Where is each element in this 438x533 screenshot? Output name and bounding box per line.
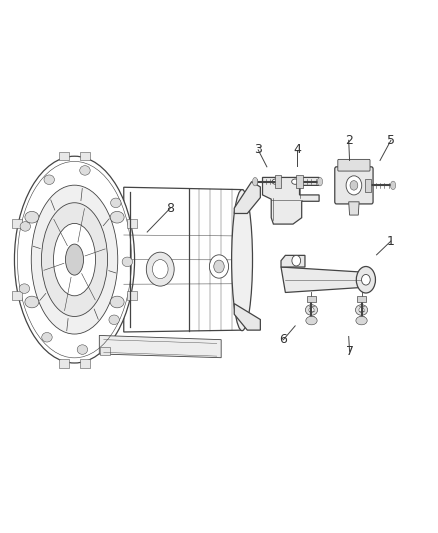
Polygon shape [12, 292, 22, 300]
Ellipse shape [66, 244, 84, 275]
Polygon shape [100, 346, 110, 355]
Ellipse shape [146, 252, 174, 286]
Ellipse shape [346, 176, 362, 195]
Polygon shape [59, 359, 69, 368]
Ellipse shape [110, 198, 121, 208]
Polygon shape [12, 219, 22, 228]
Polygon shape [234, 304, 260, 330]
Ellipse shape [77, 345, 88, 354]
Ellipse shape [318, 177, 322, 186]
Ellipse shape [350, 181, 358, 190]
Polygon shape [99, 335, 221, 358]
Polygon shape [80, 359, 90, 368]
Polygon shape [59, 151, 69, 160]
Ellipse shape [232, 190, 253, 330]
Ellipse shape [44, 175, 54, 184]
Polygon shape [234, 182, 260, 214]
Polygon shape [297, 175, 303, 188]
Polygon shape [307, 296, 316, 302]
Ellipse shape [359, 308, 364, 313]
Polygon shape [127, 219, 137, 228]
Ellipse shape [31, 185, 118, 334]
Polygon shape [262, 177, 319, 224]
Text: 8: 8 [166, 201, 174, 215]
Ellipse shape [110, 296, 124, 308]
Ellipse shape [14, 156, 134, 363]
Polygon shape [349, 202, 359, 215]
Ellipse shape [214, 260, 224, 273]
Text: 1: 1 [387, 235, 395, 247]
Ellipse shape [305, 305, 318, 316]
Ellipse shape [309, 308, 314, 313]
Text: 7: 7 [346, 345, 353, 358]
Polygon shape [124, 187, 243, 332]
Ellipse shape [356, 305, 367, 316]
Ellipse shape [391, 181, 396, 190]
Ellipse shape [306, 317, 317, 325]
Ellipse shape [25, 296, 39, 308]
Ellipse shape [253, 177, 258, 186]
Ellipse shape [53, 223, 95, 296]
Ellipse shape [122, 257, 133, 266]
Ellipse shape [152, 260, 168, 279]
Polygon shape [365, 179, 371, 192]
Polygon shape [80, 151, 90, 160]
FancyBboxPatch shape [338, 159, 370, 171]
Ellipse shape [25, 212, 39, 223]
Ellipse shape [292, 179, 299, 184]
Polygon shape [281, 267, 366, 293]
Polygon shape [281, 255, 305, 267]
Ellipse shape [110, 212, 124, 223]
FancyBboxPatch shape [335, 167, 373, 204]
Ellipse shape [109, 315, 120, 325]
Text: 2: 2 [345, 134, 353, 147]
Ellipse shape [42, 203, 108, 317]
Ellipse shape [80, 166, 90, 175]
Text: 6: 6 [279, 333, 287, 346]
Polygon shape [357, 296, 366, 302]
Text: 5: 5 [387, 134, 395, 147]
Ellipse shape [292, 255, 300, 266]
Ellipse shape [20, 222, 31, 231]
Text: 3: 3 [254, 143, 262, 156]
Ellipse shape [272, 179, 279, 184]
Polygon shape [127, 292, 137, 300]
Ellipse shape [209, 255, 229, 278]
Ellipse shape [361, 274, 370, 285]
Ellipse shape [42, 333, 52, 342]
Ellipse shape [19, 284, 30, 293]
Ellipse shape [356, 266, 375, 293]
Polygon shape [275, 175, 281, 188]
Ellipse shape [356, 317, 367, 325]
Text: 4: 4 [293, 143, 301, 156]
